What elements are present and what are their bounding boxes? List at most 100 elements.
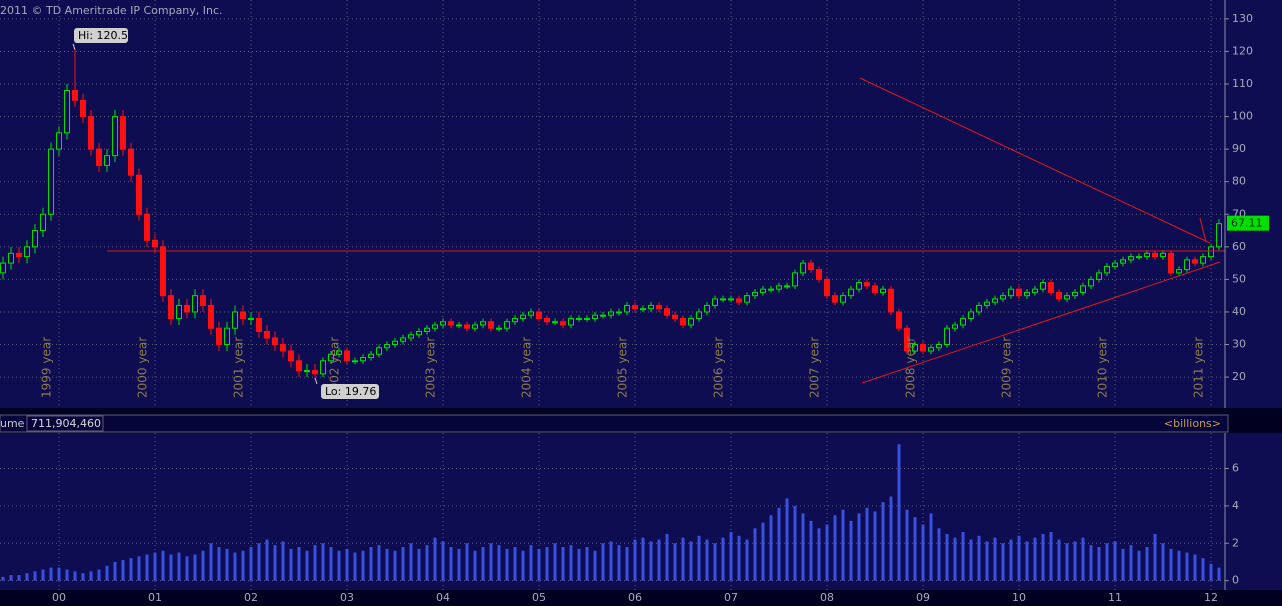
volume-bar — [449, 547, 453, 581]
candle-body — [80, 99, 86, 118]
volume-bar — [1009, 539, 1013, 581]
candle-body — [136, 174, 142, 215]
volume-bar — [273, 545, 277, 581]
hi-label: Hi: 120.5 — [78, 29, 128, 42]
candle-body — [960, 317, 966, 326]
candle-body — [864, 282, 870, 287]
candle-body — [192, 295, 198, 313]
last-price-box — [1227, 215, 1269, 231]
candle-body — [448, 321, 454, 326]
candle-body — [160, 246, 166, 297]
volume-bar — [1153, 533, 1157, 581]
candle-body — [208, 304, 214, 329]
volume-bar — [249, 547, 253, 581]
y-tick-label: 120 — [1232, 44, 1253, 57]
volume-bar — [1169, 548, 1173, 581]
candle-body — [1208, 246, 1214, 258]
volume-bar — [713, 543, 717, 581]
candle-body — [1088, 278, 1094, 287]
volume-bar — [1057, 539, 1061, 581]
year-label: 1999 year — [40, 337, 54, 398]
candle-body — [280, 344, 286, 352]
candle-body — [880, 288, 886, 293]
y2-tick-label: 6 — [1232, 462, 1239, 475]
candle-body — [1096, 272, 1102, 280]
candle-body — [1192, 259, 1198, 264]
volume-bar — [121, 560, 125, 581]
candle-body — [184, 304, 190, 313]
volume-bar — [1, 576, 5, 581]
volume-bar — [753, 528, 757, 581]
candle-body — [56, 132, 62, 150]
volume-bar — [73, 571, 77, 581]
volume-bar — [961, 532, 965, 581]
candle-body — [872, 285, 878, 293]
candle-body — [896, 311, 902, 329]
year-label: 2000 year — [136, 337, 150, 398]
volume-bar — [969, 539, 973, 581]
hi-label-box — [74, 28, 128, 43]
candle-body — [1120, 259, 1126, 264]
volume-bar — [41, 569, 45, 581]
year-label: 2004 year — [520, 337, 534, 398]
volume-bar — [633, 539, 637, 581]
year-label: 2006 year — [712, 337, 726, 398]
volume-bar — [297, 547, 301, 581]
callout-pointer — [72, 43, 76, 50]
volume-bar — [1025, 541, 1029, 581]
volume-bar — [569, 545, 573, 581]
volume-bar — [801, 513, 805, 581]
last-price: 67.11 — [1231, 217, 1263, 230]
volume-bar — [1033, 537, 1037, 581]
candle-body — [1168, 252, 1174, 274]
volume-bar — [281, 541, 285, 581]
candle-body — [1032, 288, 1038, 293]
volume-unit: <billions> — [1164, 417, 1221, 430]
volume-bar — [777, 507, 781, 581]
volume-bar — [793, 505, 797, 581]
candle-body — [808, 262, 814, 271]
candle-body — [632, 304, 638, 310]
volume-bar — [465, 543, 469, 581]
candle-body — [48, 148, 54, 215]
volume-title: ume — [0, 417, 25, 430]
candle-body — [328, 353, 334, 362]
candle-body — [464, 324, 470, 329]
candle-body — [544, 317, 550, 323]
volume-bar — [649, 541, 653, 581]
candle-body — [88, 116, 94, 150]
x-tick-label: 01 — [148, 591, 162, 604]
candle-body — [600, 314, 606, 317]
volume-bar — [265, 539, 269, 581]
volume-bar — [665, 533, 669, 581]
volume-bar — [353, 552, 357, 581]
volume-bar — [1041, 533, 1045, 581]
volume-bar — [1177, 550, 1181, 581]
x-tick-label: 12 — [1204, 591, 1218, 604]
candle-body — [1128, 256, 1134, 261]
volume-bar — [729, 532, 733, 581]
volume-bar — [985, 541, 989, 581]
candle-body — [424, 327, 430, 332]
volume-bar — [817, 528, 821, 581]
volume-bar — [593, 550, 597, 581]
candle-body — [744, 295, 750, 303]
candle-body — [440, 321, 446, 326]
y-tick-label: 90 — [1232, 142, 1246, 155]
candle-body — [128, 148, 134, 176]
candle-body — [992, 298, 998, 303]
volume-value: 711,904,460 — [31, 417, 101, 430]
candle-body — [1008, 288, 1014, 297]
candle-body — [168, 295, 174, 319]
candle-body — [1080, 285, 1086, 293]
volume-bar — [641, 537, 645, 581]
candle-body — [1152, 252, 1158, 258]
candle-body — [1072, 291, 1078, 297]
volume-bar — [577, 548, 581, 581]
candle-body — [696, 311, 702, 319]
candle-body — [552, 321, 558, 324]
candle-body — [144, 213, 150, 241]
x-tick-label: 06 — [628, 591, 642, 604]
candle-body — [728, 298, 734, 301]
